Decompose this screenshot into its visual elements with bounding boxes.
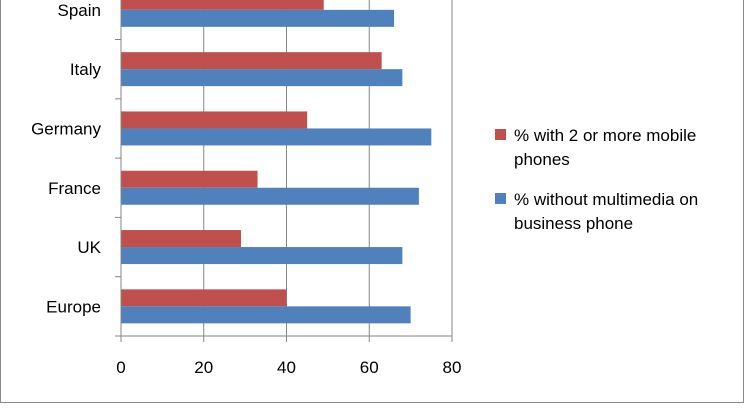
legend-swatch-2 bbox=[495, 193, 506, 204]
category-label-spain: Spain bbox=[58, 1, 101, 20]
category-label-uk: UK bbox=[77, 238, 101, 257]
legend-label-1-line-1: % with 2 or more mobile bbox=[514, 126, 696, 145]
bar-spain-series-1 bbox=[121, 0, 324, 10]
bar-germany-series-2 bbox=[121, 128, 432, 146]
category-label-france: France bbox=[48, 179, 101, 198]
bar-france-series-1 bbox=[121, 170, 258, 188]
x-tick-label-0: 0 bbox=[116, 358, 125, 377]
bar-spain-series-2 bbox=[121, 9, 395, 27]
bar-europe-series-2 bbox=[121, 306, 411, 324]
bar-italy-series-2 bbox=[121, 69, 403, 87]
bar-france-series-2 bbox=[121, 187, 419, 205]
category-label-europe: Europe bbox=[46, 297, 101, 316]
bar-germany-series-1 bbox=[121, 111, 308, 129]
bar-europe-series-1 bbox=[121, 289, 287, 307]
legend-label-1-line-2: phones bbox=[514, 150, 570, 169]
legend-swatch-1 bbox=[495, 129, 506, 140]
bar-uk-series-1 bbox=[121, 230, 241, 248]
bar-italy-series-1 bbox=[121, 52, 382, 70]
x-tick-label-40: 40 bbox=[277, 358, 296, 377]
x-tick-label-60: 60 bbox=[360, 358, 379, 377]
x-tick-label-20: 20 bbox=[194, 358, 213, 377]
x-tick-label-80: 80 bbox=[443, 358, 462, 377]
chart-frame bbox=[0, 0, 744, 403]
category-label-italy: Italy bbox=[70, 60, 102, 79]
legend-label-2-line-1: % without multimedia on bbox=[514, 190, 698, 209]
legend-label-2-line-2: business phone bbox=[514, 214, 633, 233]
category-label-germany: Germany bbox=[31, 119, 101, 138]
bar-uk-series-2 bbox=[121, 247, 403, 265]
